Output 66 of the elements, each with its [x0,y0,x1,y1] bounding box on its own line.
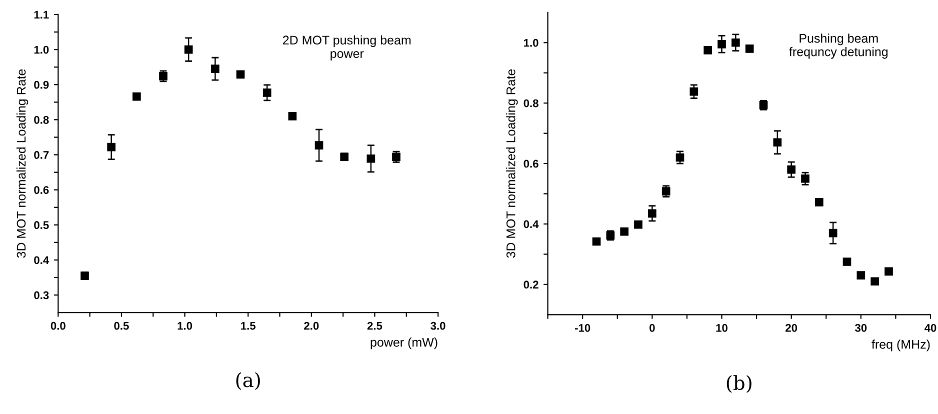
x-tick-label: 0.5 [114,322,129,330]
point [184,45,193,54]
point [745,44,754,53]
point [704,46,712,54]
x-tick-label: -10 [574,324,590,332]
x-tick-label: 30 [854,324,867,332]
y-tick-label: 0.9 [34,80,49,89]
x-tick-label: 1.5 [241,322,256,330]
point [314,141,324,150]
x-axis-title: freq (MHz) [872,340,930,352]
point [634,220,642,229]
y-tick-label: 0.7 [34,151,49,159]
y-tick-label: 0.4 [34,256,50,264]
point [662,187,670,196]
point [884,267,893,276]
point [648,209,656,218]
point [676,153,684,162]
y-tick-label: 0.2 [524,280,538,289]
y-tick-label: 0.5 [34,221,49,230]
y-tick-label: 1.1 [34,10,49,19]
point [262,88,272,97]
y-axis-title: 3D MOT normalized Loading Rate [16,69,28,258]
text: 2D MOT pushing beam power [283,35,411,60]
y-axis-title: 3D MOT normalized Loading Rate [506,69,518,258]
y-tick-label: 1.0 [34,46,49,54]
y-tick-label: 1.0 [524,38,538,47]
point [732,38,740,47]
point [620,227,628,236]
point [211,64,220,74]
point [159,72,168,80]
point [814,198,824,206]
point [288,112,297,120]
y-tick-label: 0.6 [524,160,538,168]
point [856,271,866,280]
y-tick-label: 0.8 [34,116,49,124]
point [132,92,141,101]
x-axis-title: power (mW) [370,338,438,350]
point [773,138,782,147]
text: (a) [236,372,260,390]
point [392,152,400,162]
point [801,174,810,183]
y-tick-label: 0.6 [34,186,49,194]
point [828,228,838,238]
point [842,258,852,266]
point [870,277,879,286]
x-tick-label: 10 [716,324,728,332]
x-tick-label: 40 [924,324,936,332]
point [787,165,796,174]
x-tick-label: 0.0 [50,322,66,330]
point [366,154,376,163]
y-tick-label: 0.4 [524,220,539,228]
x-tick-label: 20 [786,324,798,332]
x-tick-label: 2.0 [304,322,319,330]
point [592,237,601,246]
point [236,70,245,79]
point [718,40,726,48]
text: Pushing beam frequncy detuning [789,34,888,59]
point [107,142,116,152]
x-tick-label: 0 [650,324,655,332]
text: (b) [726,375,752,393]
x-tick-label: 1.0 [178,322,192,330]
y-tick-label: 0.8 [524,99,538,108]
point [690,87,698,96]
y-tick-label: 0.3 [34,291,49,300]
x-tick-label: 3.0 [430,322,446,330]
x-tick-label: 2.5 [367,322,382,330]
